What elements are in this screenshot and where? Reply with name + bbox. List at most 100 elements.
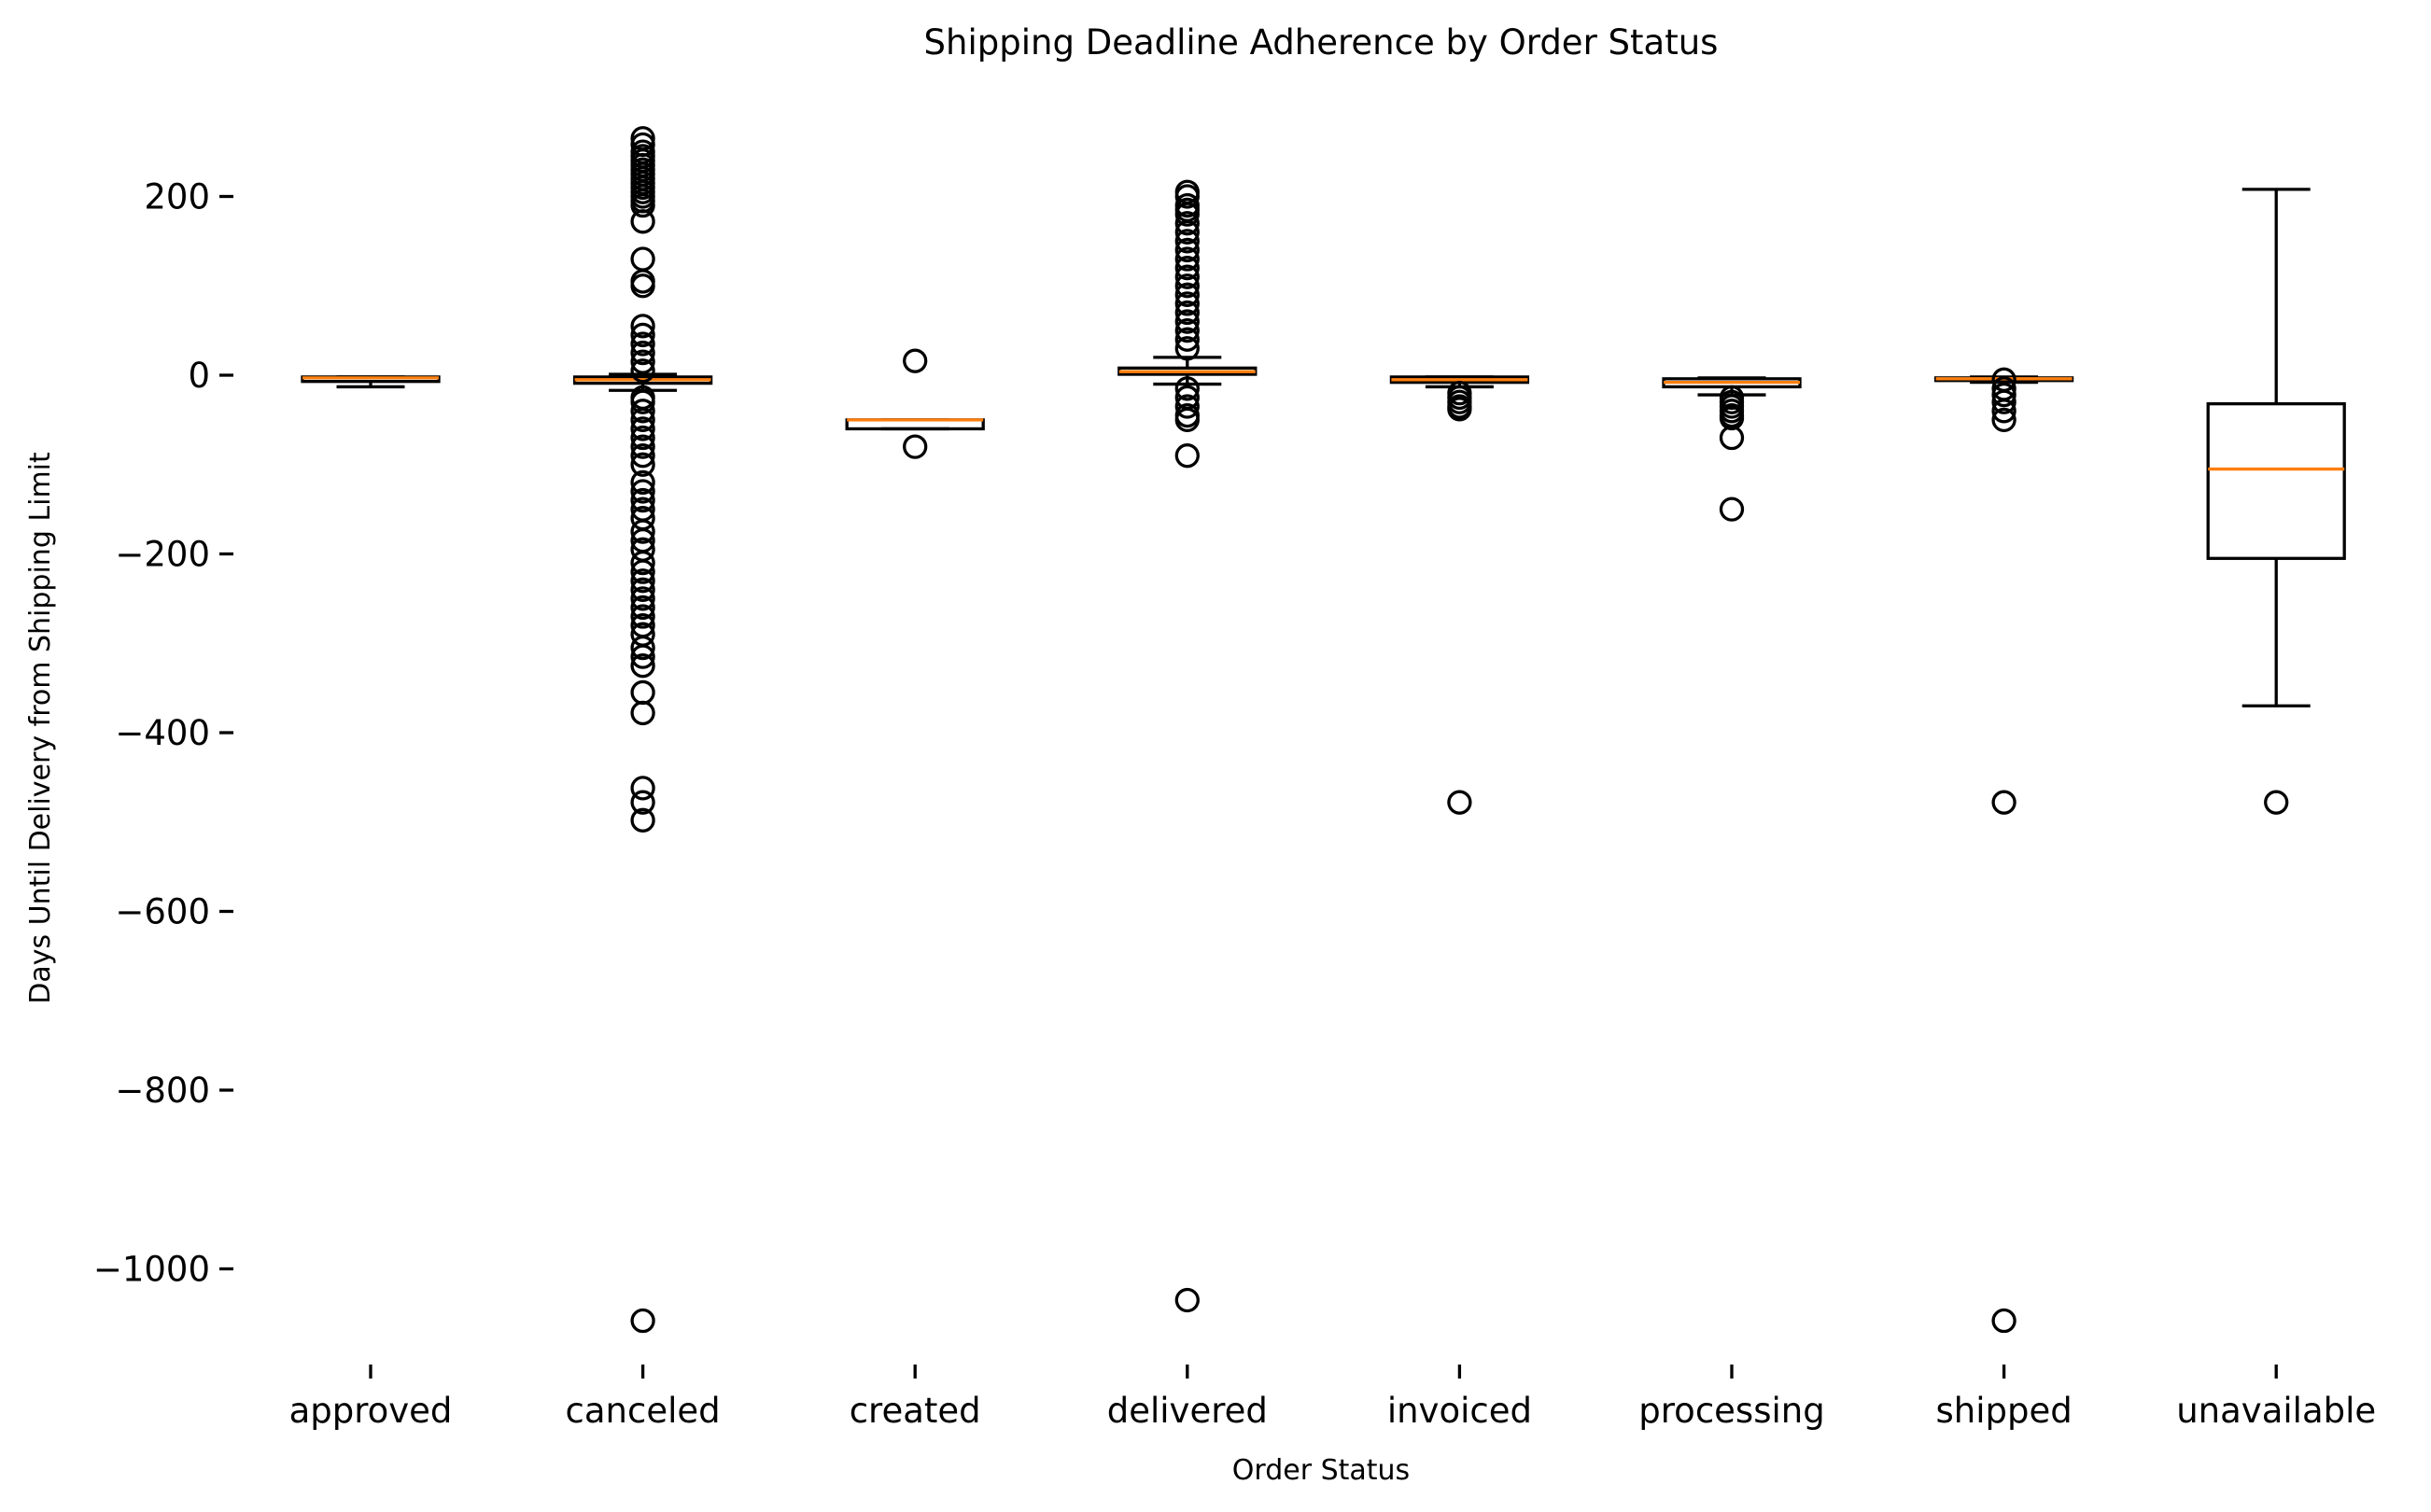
outlier-point: [903, 348, 928, 373]
outlier-point: [1991, 382, 2016, 408]
outlier-point: [1447, 397, 1472, 422]
x-tick-label: shipped: [1935, 1391, 2072, 1431]
outlier-point: [1174, 407, 1200, 433]
outlier-point: [1719, 497, 1745, 522]
box-group: [572, 126, 713, 1334]
outlier-point: [630, 644, 655, 669]
outlier-point: [630, 568, 655, 594]
box-group: [845, 348, 985, 459]
box-series: [301, 126, 2346, 1334]
outlier-point: [1719, 425, 1745, 451]
y-tick-label: −1000: [93, 1250, 210, 1290]
outlier-point: [630, 209, 655, 234]
outlier-point: [1991, 407, 2016, 433]
outlier-point: [1174, 229, 1200, 254]
outlier-point: [630, 399, 655, 424]
outlier-point: [630, 577, 655, 602]
outlier-point: [630, 790, 655, 815]
x-tick-label: canceled: [566, 1391, 721, 1431]
outlier-point: [903, 434, 928, 459]
outlier-point: [1174, 1287, 1200, 1313]
outlier-point: [630, 349, 655, 374]
outlier-point: [630, 443, 655, 469]
outlier-point: [1174, 336, 1200, 361]
y-axis-label: Days Until Delivery from Shipping Limit: [24, 452, 57, 1004]
outlier-point: [1174, 202, 1200, 227]
outlier-point: [630, 487, 655, 513]
outlier-point: [630, 479, 655, 504]
x-axis: approved canceled created delivered invoiced…: [289, 1365, 2376, 1431]
outlier-point: [630, 700, 655, 726]
outlier-point: [1174, 443, 1200, 469]
outlier-point: [1174, 246, 1200, 272]
outlier-point: [630, 635, 655, 661]
box-group: [2206, 188, 2346, 815]
outlier-point: [630, 331, 655, 357]
box-group: [301, 375, 441, 389]
outlier-point: [630, 389, 655, 414]
box-group: [1933, 367, 2074, 1334]
outlier-point: [1174, 255, 1200, 281]
outlier-point: [1174, 273, 1200, 299]
outlier-point: [1174, 219, 1200, 245]
y-tick-label: −600: [115, 892, 210, 932]
outlier-point: [630, 314, 655, 339]
outlier-point: [630, 519, 655, 544]
y-tick-label: −800: [115, 1071, 210, 1111]
box-group: [1662, 376, 1802, 522]
outlier-point: [1174, 282, 1200, 307]
iqr-box: [2206, 401, 2346, 560]
outlier-point: [630, 550, 655, 576]
outlier-point: [630, 559, 655, 584]
outlier-point: [1174, 264, 1200, 289]
y-tick-label: −200: [115, 535, 210, 575]
x-tick-label: created: [850, 1391, 981, 1431]
outlier-point: [630, 434, 655, 459]
x-tick-label: approved: [289, 1391, 453, 1431]
outlier-point: [630, 586, 655, 611]
outlier-point: [630, 273, 655, 299]
outlier-point: [630, 340, 655, 366]
x-axis-label: Order Status: [1232, 1454, 1410, 1487]
outlier-point: [630, 416, 655, 441]
outlier-point: [630, 469, 655, 496]
outlier-point: [630, 679, 655, 706]
outlier-point: [1174, 211, 1200, 236]
outlier-point: [630, 246, 655, 272]
y-tick-label: 200: [144, 177, 210, 217]
box-group: [1117, 179, 1258, 1313]
y-tick-label: −400: [115, 713, 210, 753]
outlier-point: [1719, 405, 1745, 431]
outlier-point: [630, 358, 655, 384]
outlier-point: [1447, 790, 1472, 815]
outlier-point: [630, 425, 655, 451]
outlier-point: [1174, 376, 1200, 401]
outlier-point: [1174, 300, 1200, 326]
outlier-point: [630, 192, 655, 218]
outlier-point: [1991, 399, 2016, 424]
outlier-point: [630, 595, 655, 621]
outlier-point: [1991, 389, 2016, 414]
outlier-point: [630, 604, 655, 629]
outlier-point: [1174, 327, 1200, 352]
outlier-point: [1174, 237, 1200, 263]
y-tick-label: 0: [188, 356, 210, 396]
outlier-point: [630, 1308, 655, 1334]
x-tick-label: invoiced: [1387, 1391, 1532, 1431]
outlier-point: [1174, 309, 1200, 334]
box-group: [1389, 375, 1530, 815]
x-tick-label: unavailable: [2176, 1391, 2376, 1431]
outlier-point: [2264, 790, 2289, 815]
outlier-point: [630, 407, 655, 433]
chart-title: Shipping Deadline Adherence by Order Sta…: [924, 22, 1719, 63]
outlier-point: [630, 452, 655, 477]
outlier-point: [630, 653, 655, 679]
outlier-point: [1174, 291, 1200, 316]
outlier-point: [630, 776, 655, 801]
x-tick-label: processing: [1638, 1391, 1824, 1431]
outlier-point: [1174, 317, 1200, 343]
x-tick-label: delivered: [1107, 1391, 1268, 1431]
y-axis: 200 0 −200 −400 −600 −800 −1000: [93, 177, 233, 1290]
